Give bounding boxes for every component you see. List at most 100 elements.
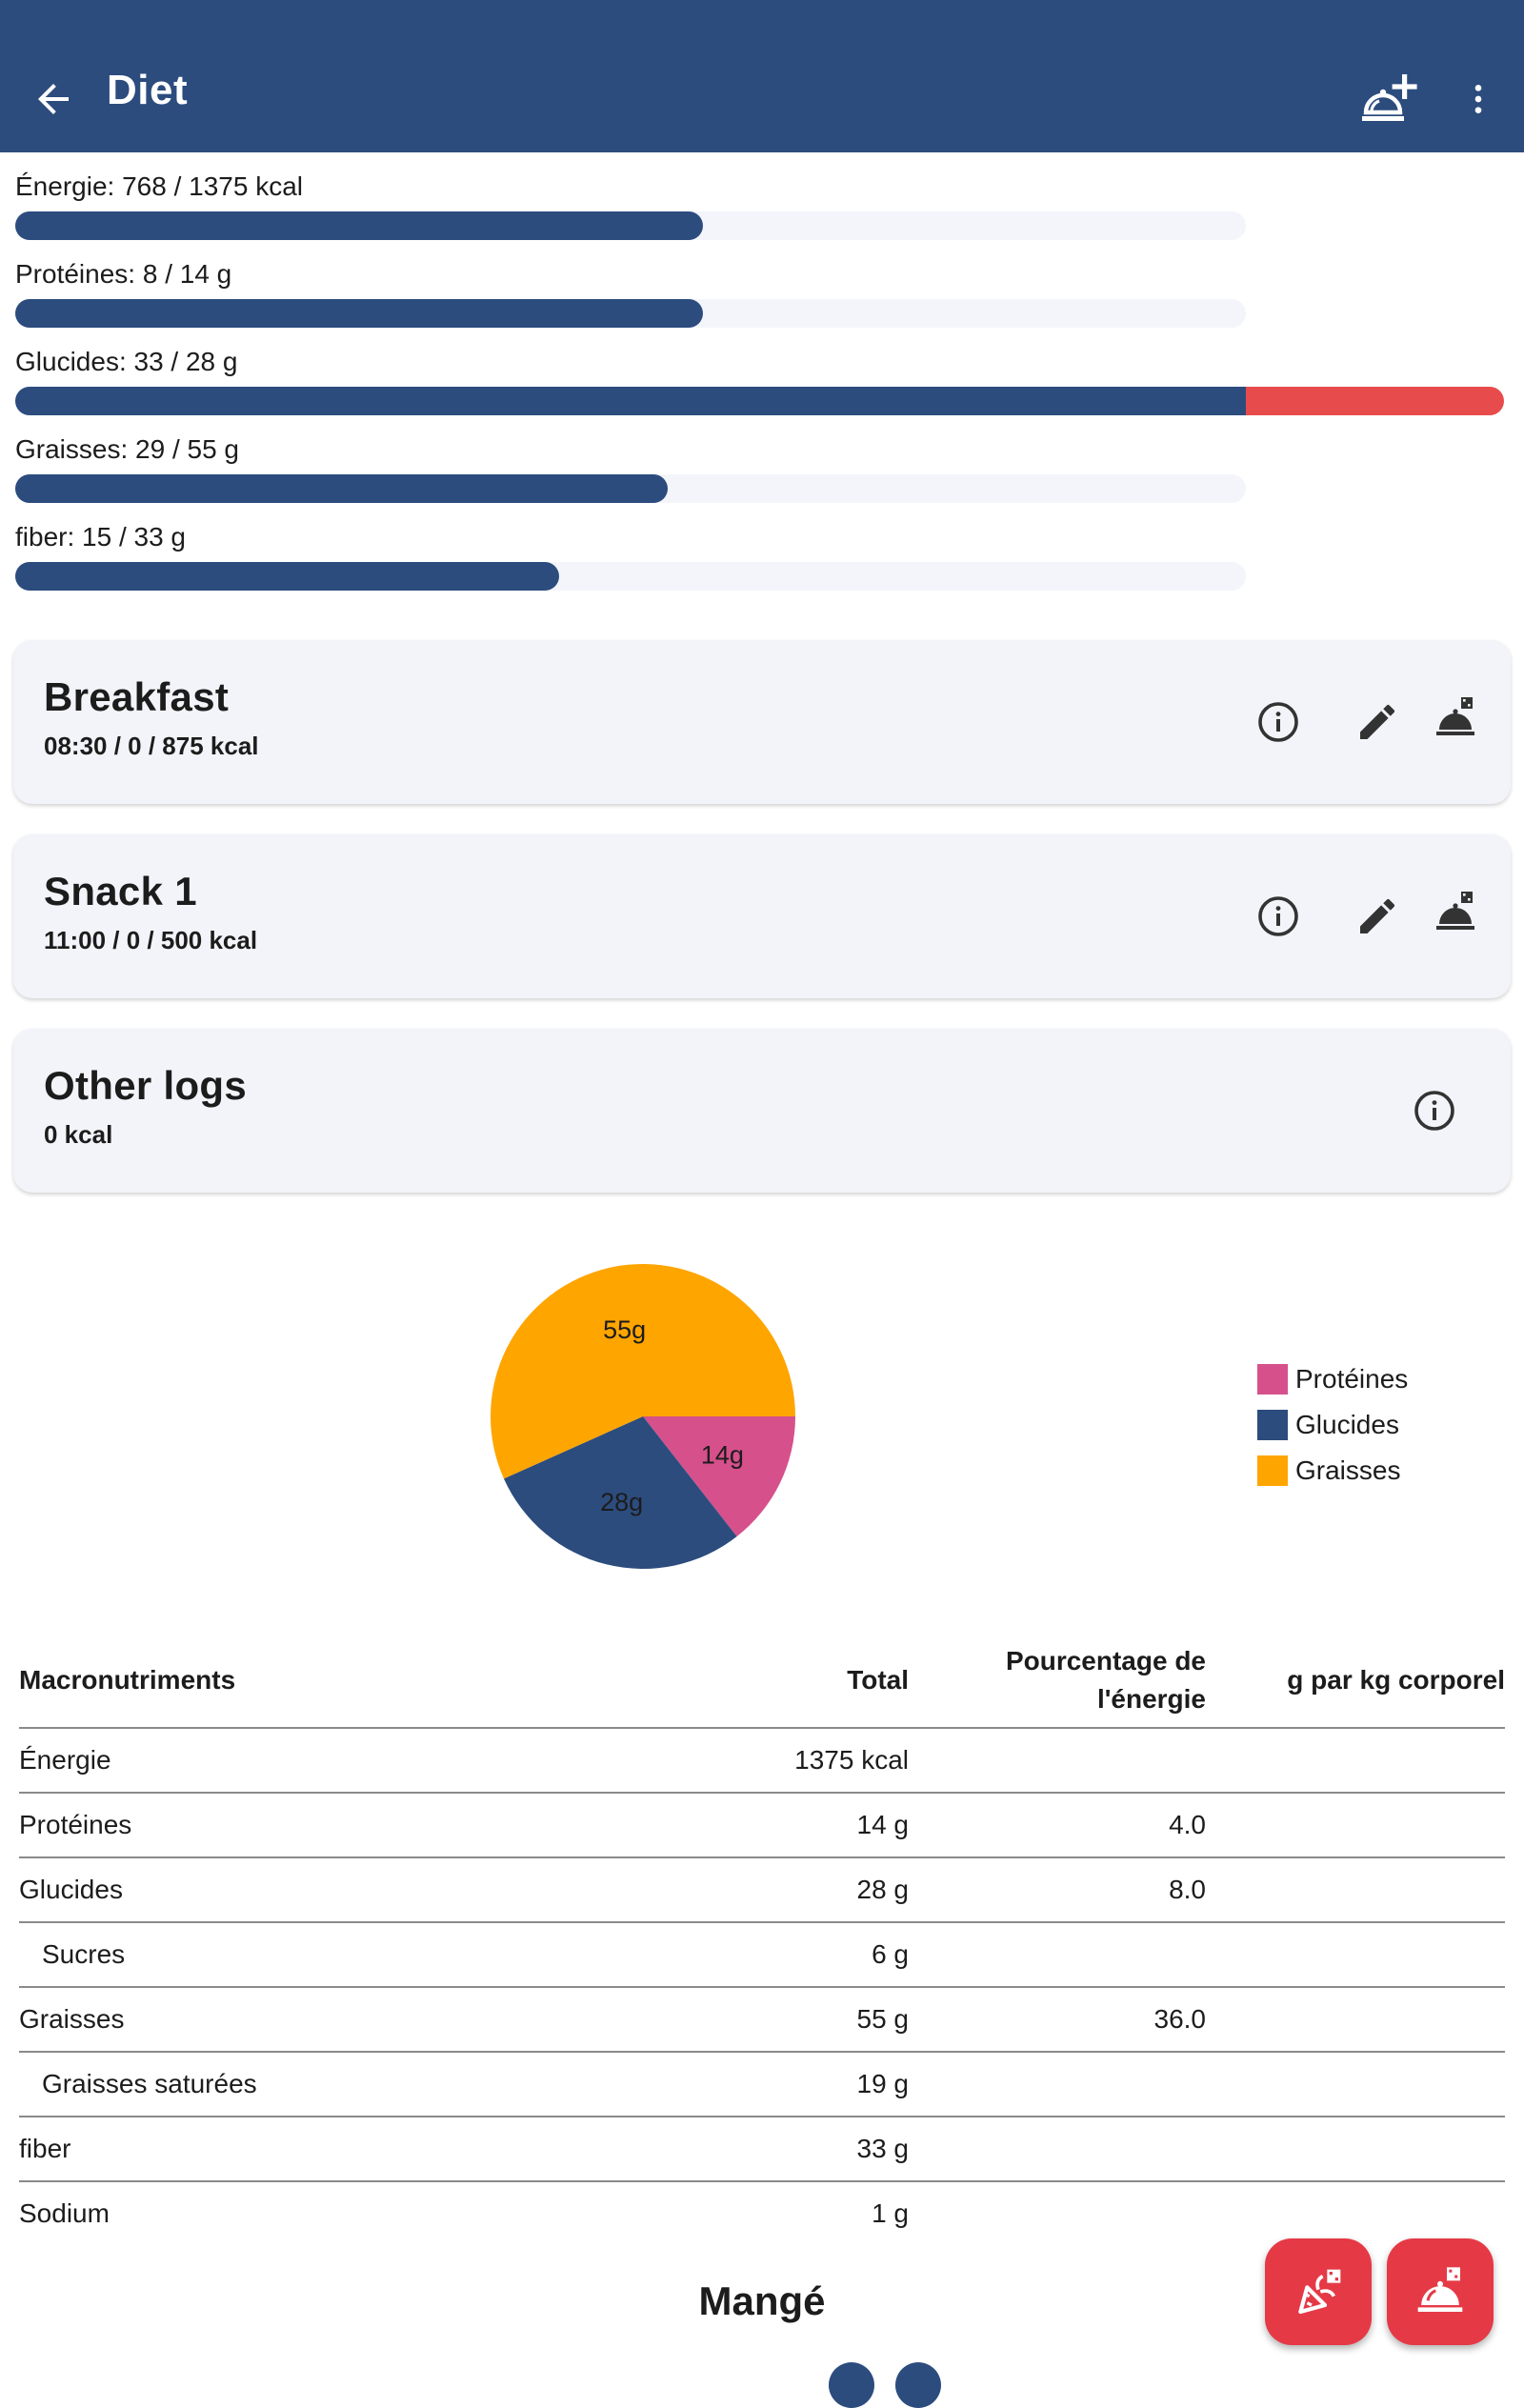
cell-total: 6 g: [495, 1922, 909, 1988]
cell-perkg: [1206, 2181, 1505, 2245]
log-meal-icon: [1417, 2267, 1463, 2312]
legend-swatch: [1257, 1410, 1288, 1440]
cell-name: Glucides: [19, 1857, 495, 1923]
eaten-item-avatar[interactable]: [829, 2362, 874, 2408]
pie-slice-label: 14g: [701, 1441, 744, 1470]
cell-pct: 4.0: [909, 1793, 1206, 1858]
cell-name: Sodium: [19, 2198, 110, 2228]
progress-fill: [15, 562, 559, 591]
meal-summary: 08:30 / 0 / 875 kcal: [44, 732, 259, 760]
progress-fill: [15, 211, 703, 240]
log-meal-icon[interactable]: [1433, 890, 1478, 935]
legend-swatch: [1257, 1455, 1288, 1486]
cell-pct: 8.0: [909, 1857, 1206, 1923]
legend-swatch: [1257, 1364, 1288, 1395]
legend-label: Graisses: [1295, 1455, 1401, 1485]
app-bar: Diet: [0, 0, 1524, 152]
cell-pct: 36.0: [909, 1987, 1206, 2053]
pie-slice-graisses: [491, 1264, 795, 1479]
goal-label: Protéines: 8 / 14 g: [15, 259, 232, 289]
progress-over-fill: [1246, 387, 1504, 415]
table-row: Sucres 6 g: [19, 1922, 1505, 1988]
cell-perkg: [1206, 1793, 1505, 1858]
pie-slice-label: 28g: [600, 1488, 643, 1516]
cell-perkg: [1206, 2117, 1505, 2182]
cell-name: Protéines: [19, 1793, 495, 1858]
cell-perkg: [1206, 1728, 1505, 1794]
progress-fill: [15, 299, 703, 328]
table-row: Graisses 55 g 36.0: [19, 1987, 1505, 2053]
goal-label: Glucides: 33 / 28 g: [15, 347, 238, 376]
legend-item: Protéines: [1257, 1356, 1408, 1402]
meal-card-snack[interactable]: Snack 1 11:00 / 0 / 500 kcal: [13, 834, 1511, 998]
column-header: Pourcentage de l'énergie: [909, 1634, 1206, 1729]
cell-perkg: [1206, 1987, 1505, 2053]
log-ingredient-icon: [1298, 2269, 1341, 2315]
column-header-text: Pourcentage de l'énergie: [1005, 1646, 1206, 1714]
goal-label: Graisses: 29 / 55 g: [15, 434, 240, 464]
meal-summary: 11:00 / 0 / 500 kcal: [44, 926, 258, 954]
eaten-section-title: Mangé: [698, 2278, 826, 2323]
goal-label: Énergie: 768 / 1375 kcal: [15, 171, 303, 201]
goal-fat: Graisses: 29 / 55 g: [15, 432, 1524, 503]
cell-total: 14 g: [495, 1793, 909, 1858]
info-icon[interactable]: [1255, 893, 1301, 939]
progress-fill: [15, 387, 1246, 415]
legend-label: Protéines: [1295, 1364, 1409, 1394]
macro-pie-chart: 14g 28g 55g: [491, 1264, 795, 1569]
cell-pct: [909, 2181, 1206, 2245]
info-icon[interactable]: [1255, 699, 1301, 745]
eaten-item-avatar[interactable]: [895, 2362, 941, 2408]
table-header-row: Macronutriments Total Pourcentage de l'é…: [19, 1634, 1505, 1729]
pie-legend: Protéines Glucides Graisses: [1257, 1356, 1408, 1494]
add-meal-icon[interactable]: [1356, 70, 1417, 131]
more-vert-icon[interactable]: [1459, 76, 1497, 122]
cell-total: 1 g: [872, 2198, 909, 2228]
meal-summary: 0 kcal: [44, 1120, 113, 1149]
meal-name: Other logs: [44, 1063, 248, 1108]
cell-name: Sucres: [19, 1922, 495, 1988]
pie-slice-glucides: [503, 1416, 737, 1569]
legend-item: Graisses: [1257, 1448, 1408, 1494]
column-header: g par kg corporel: [1206, 1634, 1505, 1729]
cell-total: 1375 kcal: [495, 1728, 909, 1794]
cell-total: 33 g: [495, 2117, 909, 2182]
cell-total: 55 g: [495, 1987, 909, 2053]
cell-pct: [909, 2052, 1206, 2117]
goal-protein: Protéines: 8 / 14 g: [15, 257, 1524, 328]
table-row: Sodium 1 g: [19, 2181, 1505, 2245]
cell-total: 28 g: [495, 1857, 909, 1923]
table-row: fiber 33 g: [19, 2117, 1505, 2182]
cell-total: 19 g: [495, 2052, 909, 2117]
progress-fill: [15, 474, 668, 503]
pie-slice-protéines: [643, 1416, 795, 1537]
page-title: Diet: [107, 67, 189, 113]
log-ingredient-button[interactable]: [1265, 2238, 1372, 2345]
cell-name: Énergie: [19, 1728, 495, 1794]
pie-slice-label: 55g: [603, 1315, 646, 1344]
info-icon[interactable]: [1412, 1088, 1457, 1134]
cell-perkg: [1206, 2052, 1505, 2117]
edit-icon[interactable]: [1354, 893, 1400, 939]
goal-fiber: fiber: 15 / 33 g: [15, 520, 1524, 591]
goal-energy: Énergie: 768 / 1375 kcal: [15, 170, 1524, 240]
goal-label: fiber: 15 / 33 g: [15, 522, 187, 552]
column-header: Macronutriments: [19, 1634, 495, 1729]
cell-pct: [909, 1922, 1206, 1988]
log-meal-button[interactable]: [1387, 2238, 1494, 2345]
arrow-back-icon[interactable]: [30, 76, 76, 122]
cell-name: Graisses saturées: [19, 2052, 495, 2117]
cell-pct: [909, 1728, 1206, 1794]
edit-icon[interactable]: [1354, 699, 1400, 745]
meal-card-other-logs[interactable]: Other logs 0 kcal: [13, 1029, 1511, 1193]
log-meal-icon[interactable]: [1433, 695, 1478, 741]
meal-card-breakfast[interactable]: Breakfast 08:30 / 0 / 875 kcal: [13, 640, 1511, 804]
legend-item: Glucides: [1257, 1402, 1408, 1448]
column-header: Total: [495, 1634, 909, 1729]
cell-perkg: [1206, 1922, 1505, 1988]
meal-name: Snack 1: [44, 869, 197, 913]
meal-name: Breakfast: [44, 674, 230, 719]
cell-name: Graisses: [19, 1987, 495, 2053]
macros-table: Macronutriments Total Pourcentage de l'é…: [19, 1634, 1505, 2245]
goal-carbs: Glucides: 33 / 28 g: [15, 345, 1524, 415]
